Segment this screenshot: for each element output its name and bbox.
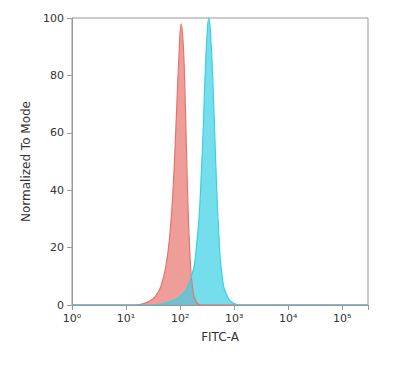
svg-text:20: 20	[50, 241, 64, 254]
svg-text:10⁵: 10⁵	[333, 312, 351, 325]
svg-text:10⁴: 10⁴	[279, 312, 298, 325]
svg-text:FITC-A: FITC-A	[201, 330, 240, 344]
svg-text:Normalized To Mode: Normalized To Mode	[19, 101, 33, 222]
svg-text:80: 80	[50, 69, 64, 82]
svg-text:10³: 10³	[225, 312, 243, 325]
svg-text:100: 100	[43, 12, 64, 25]
svg-text:0: 0	[57, 299, 64, 312]
svg-text:60: 60	[50, 126, 64, 139]
svg-text:40: 40	[50, 184, 64, 197]
svg-text:10²: 10²	[171, 312, 189, 325]
svg-text:10¹: 10¹	[117, 312, 135, 325]
svg-text:10⁰: 10⁰	[63, 312, 82, 325]
